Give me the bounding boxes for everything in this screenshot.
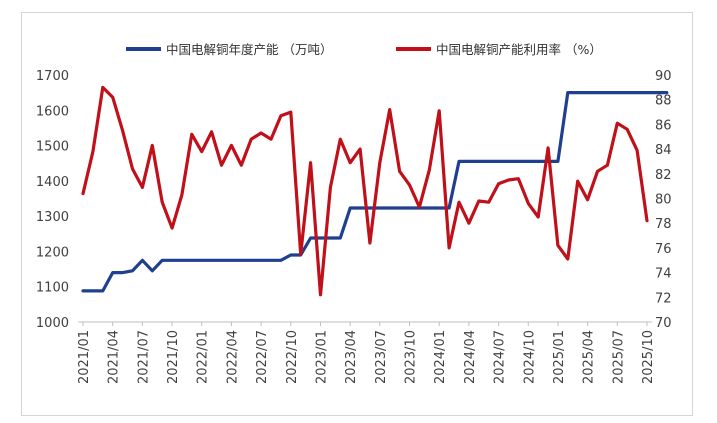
x-tick-label: 2024/01	[433, 330, 448, 384]
right-tick-label: 70	[655, 316, 672, 331]
right-tick-label: 90	[655, 69, 672, 84]
right-tick-label: 86	[655, 118, 672, 133]
x-tick-label: 2024/07	[493, 330, 508, 384]
left-tick-label: 1600	[36, 104, 69, 119]
x-axis: 2021/01 2021/04 2021/07 2021/10 2022/01 2022/…	[77, 322, 656, 384]
right-tick-label: 80	[655, 193, 672, 208]
x-tick-label: 2025/01	[552, 330, 567, 384]
right-tick-label: 72	[655, 291, 672, 306]
left-tick-label: 1700	[36, 69, 69, 84]
series-line-utilization	[81, 85, 649, 297]
right-tick-label: 88	[655, 94, 672, 109]
right-tick-label: 78	[655, 217, 672, 232]
x-tick-label: 2023/10	[404, 330, 419, 384]
x-tick-label: 2025/07	[611, 330, 626, 384]
x-tick-label: 2022/10	[285, 330, 300, 384]
x-tick-label: 2021/07	[136, 330, 151, 384]
left-axis: 1000 1100 1200 1300 1400 1500 1600 1700	[36, 69, 69, 331]
left-tick-label: 1500	[36, 140, 69, 155]
x-tick-label: 2023/04	[344, 330, 359, 384]
x-tick-label: 2022/04	[225, 330, 240, 384]
legend: 中国电解铜年度产能 （万吨） 中国电解铜产能利用率 （%）	[126, 42, 602, 57]
chart-frame	[21, 12, 693, 416]
x-tick-label: 2023/07	[374, 330, 389, 384]
x-tick-label: 2023/01	[314, 330, 329, 384]
right-tick-label: 74	[655, 267, 672, 282]
legend-label-utilization: 中国电解铜产能利用率 （%）	[436, 42, 602, 57]
legend-label-capacity: 中国电解铜年度产能 （万吨）	[166, 42, 332, 57]
x-tick-label: 2022/01	[196, 330, 211, 384]
left-tick-label: 1000	[36, 316, 69, 331]
x-tick-label: 2024/10	[522, 330, 537, 384]
x-tick-label: 2021/04	[107, 330, 122, 384]
left-tick-label: 1100	[36, 281, 69, 296]
x-tick-label: 2025/10	[641, 330, 656, 384]
right-tick-label: 82	[655, 168, 672, 183]
x-tick-label: 2021/01	[77, 330, 92, 384]
left-tick-label: 1200	[36, 245, 69, 260]
series-group	[81, 85, 669, 297]
right-tick-label: 76	[655, 242, 672, 257]
x-tick-label: 2022/07	[255, 330, 270, 384]
x-tick-label: 2024/04	[463, 330, 478, 384]
left-tick-label: 1400	[36, 175, 69, 190]
x-tick-label: 2021/10	[166, 330, 181, 384]
x-tick-label: 2025/04	[582, 330, 597, 384]
left-tick-label: 1300	[36, 210, 69, 225]
right-tick-label: 84	[655, 143, 672, 158]
right-axis: 70 72 74 76 78 80 82 84 86 88 90	[655, 69, 672, 331]
